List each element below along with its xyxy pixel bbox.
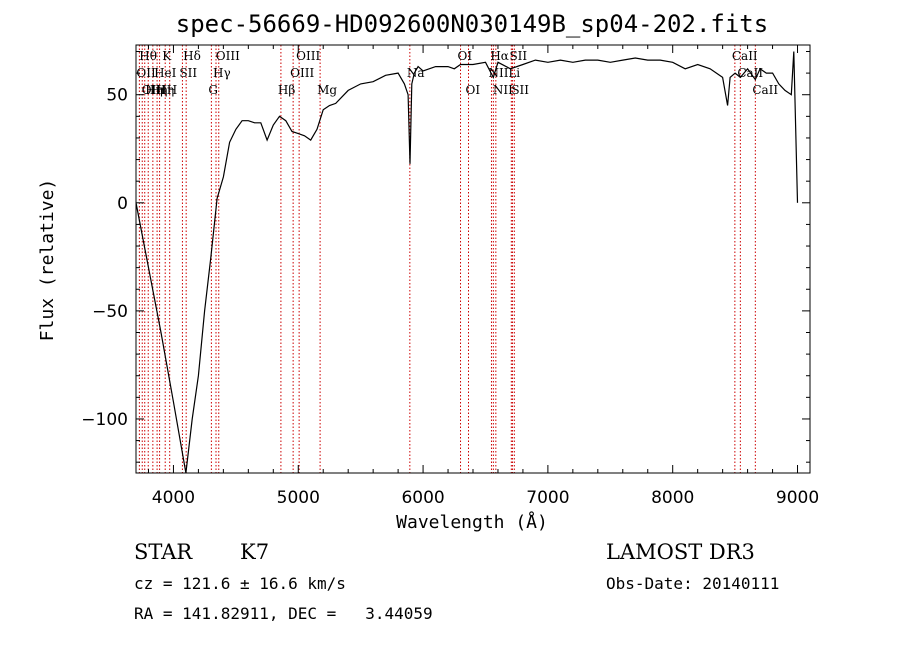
spectral-line-label: OI <box>458 49 473 63</box>
y-axis-ticks: −100 −50 0 50 <box>81 50 810 463</box>
coordinates-info: RA = 141.82911, DEC = 3.44059 <box>134 604 433 623</box>
spectral-line-label: SII <box>179 66 197 80</box>
object-subclass: K7 <box>240 540 269 564</box>
observation-date: Obs-Date: 20140111 <box>606 574 779 593</box>
x-tick-label: 9000 <box>776 488 819 508</box>
chart-title: spec-56669-HD092600N030149B_sp04-202.fit… <box>176 10 768 38</box>
spectral-line-label: Hη <box>145 83 163 97</box>
spectral-line-label: OIII <box>290 66 314 80</box>
spectral-line-label: HeI <box>154 66 177 80</box>
spectral-line-label: CaII <box>732 49 758 63</box>
spectrum-line <box>136 51 799 473</box>
y-axis-label: Flux (relative) <box>37 179 58 342</box>
spectral-line-label: Mg <box>317 83 337 97</box>
y-tick-label: −100 <box>81 410 128 430</box>
spectral-line-label: OI <box>466 83 481 97</box>
survey-name: LAMOST DR3 <box>606 540 755 564</box>
spectral-line-label: Hα <box>490 49 509 63</box>
plot-frame <box>135 44 811 474</box>
spectral-line-label: K <box>162 49 172 63</box>
spectral-line-label: NII <box>493 83 513 97</box>
x-tick-label: 8000 <box>651 488 694 508</box>
spectral-line-label: G <box>208 83 218 97</box>
spectral-line-label: SII <box>511 83 529 97</box>
spectral-line-label: Hγ <box>213 66 231 80</box>
redshift-info: cz = 121.6 ± 16.6 km/s <box>134 574 346 593</box>
spectral-line-label: OII <box>136 66 156 80</box>
y-tick-label: 50 <box>106 86 128 106</box>
y-tick-label: −50 <box>92 302 128 322</box>
spectral-line-markers <box>138 45 756 473</box>
spectral-line-label: CaII <box>752 83 778 97</box>
spectral-line-label: Hβ <box>278 83 295 97</box>
y-tick-label: 0 <box>117 194 128 214</box>
x-tick-label: 5000 <box>277 488 320 508</box>
spectral-line-labels: OIIHθOIIIHηHηHeIHηKHSIIHδGHγOIIIHβOIIIOI… <box>136 49 778 97</box>
spectral-line-label: Hη <box>150 83 168 97</box>
spectral-line-label: Hδ <box>183 49 201 63</box>
spectral-line-label: OIII <box>142 83 166 97</box>
x-tick-label: 6000 <box>401 488 444 508</box>
spectral-line-label: H <box>167 83 177 97</box>
spectral-line-label: SII <box>509 49 527 63</box>
spectral-line-label: Hθ <box>139 49 157 63</box>
spectral-line-label: Li <box>508 66 520 80</box>
object-class: STAR <box>134 540 193 564</box>
spectral-line-label: OIII <box>296 49 320 63</box>
spectral-line-label: OIII <box>216 49 240 63</box>
spectral-line-label: Na <box>407 66 425 80</box>
spectral-line-label: Hη <box>157 83 175 97</box>
x-tick-label: 7000 <box>526 488 569 508</box>
x-axis-ticks: 4000 5000 6000 7000 8000 9000 <box>147 45 819 508</box>
x-axis-label: Wavelength (Å) <box>396 511 548 533</box>
x-tick-label: 4000 <box>152 488 195 508</box>
